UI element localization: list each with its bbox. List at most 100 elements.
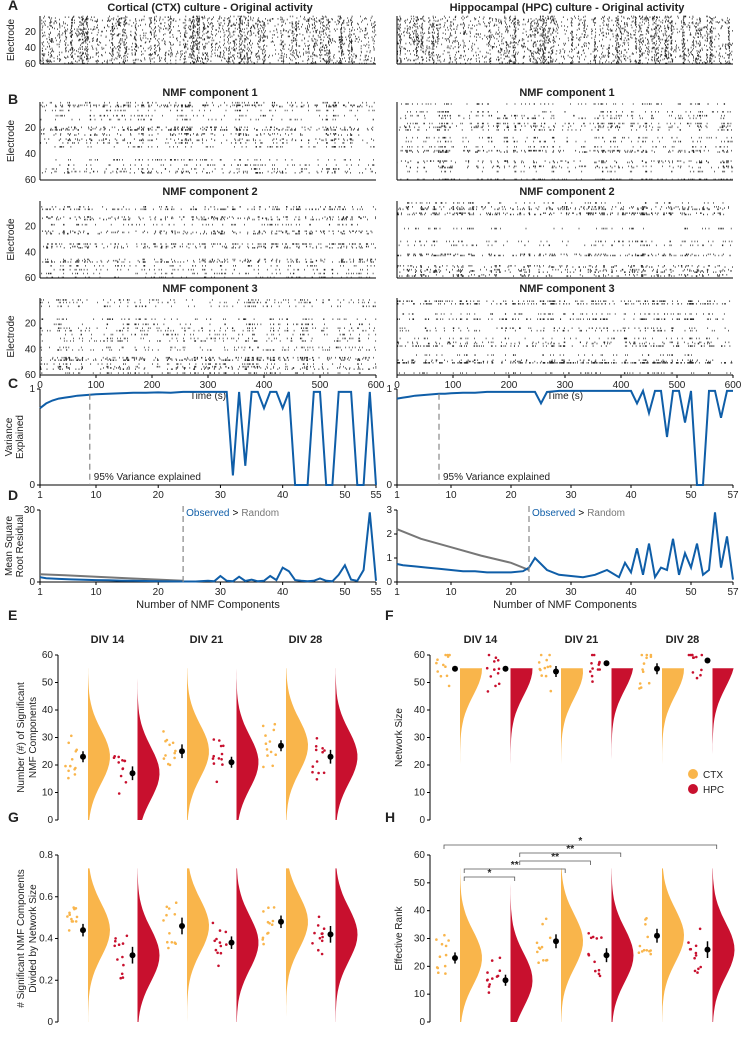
y-tick: 30 [414, 733, 426, 744]
raster-x-label: Time (s) [547, 391, 583, 402]
data-point [541, 922, 544, 926]
data-point [224, 930, 228, 934]
panel-letter-D: D [8, 487, 18, 503]
data-point [219, 951, 223, 955]
y-tick: 50 [42, 678, 54, 689]
raster-x-tick: 100 [445, 380, 462, 391]
ctx-nmf-title-2: NMF component 2 [162, 186, 257, 198]
data-point [597, 663, 601, 666]
data-point [173, 751, 176, 755]
data-point [600, 936, 603, 939]
raster-spikes [396, 300, 733, 374]
x-tick: 20 [153, 587, 165, 598]
threshold-label: 95% Variance explained [94, 472, 201, 483]
data-point [218, 929, 222, 932]
data-point [644, 923, 647, 926]
mean-marker [452, 665, 458, 672]
mean-marker [502, 977, 509, 984]
legend-observed: Observed [532, 508, 575, 519]
data-point [166, 940, 169, 944]
data-point [491, 977, 494, 980]
data-point [590, 662, 593, 665]
data-point [117, 792, 121, 795]
hpc-raster-2 [396, 201, 733, 279]
y-tick: 10 [414, 989, 426, 1000]
mean-marker [327, 753, 334, 760]
y-tick: 40 [414, 906, 426, 917]
data-point [70, 734, 73, 738]
data-point [70, 920, 74, 923]
violin [335, 668, 358, 820]
violin [236, 668, 259, 820]
data-point [165, 905, 169, 909]
random-line [396, 528, 530, 571]
legend-label: CTX [703, 770, 723, 781]
panel-letter-A: A [8, 0, 18, 13]
group-label: DIV 21 [565, 634, 599, 646]
data-point [594, 969, 597, 973]
data-point [435, 938, 438, 941]
raster-x-tick: 500 [312, 380, 329, 391]
raster-x-tick: 100 [88, 380, 105, 391]
data-point [164, 739, 167, 743]
raster-y-tick: 40 [25, 43, 37, 54]
y-tick: 0.8 [39, 850, 53, 861]
data-point [488, 983, 492, 986]
data-point [162, 757, 166, 760]
raster-y-tick: 20 [25, 222, 37, 233]
y-tick: 50 [414, 878, 426, 889]
data-point [444, 953, 448, 957]
data-point [211, 921, 215, 925]
data-point [443, 933, 446, 937]
data-point [168, 743, 171, 747]
data-point [174, 942, 177, 945]
data-point [543, 666, 547, 670]
x-tick: 40 [625, 587, 637, 598]
data-point [699, 673, 702, 677]
x-tick: 50 [685, 490, 697, 501]
data-point [644, 918, 647, 921]
violin [187, 668, 209, 820]
y-tick: 0 [29, 577, 35, 588]
mean-marker [553, 938, 559, 945]
data-point [311, 770, 314, 774]
data-point [121, 767, 125, 770]
data-point [164, 754, 167, 757]
raster-y-tick: 20 [25, 319, 37, 330]
random-line [39, 573, 184, 582]
raster-x-tick: 400 [613, 380, 630, 391]
data-point [689, 947, 693, 951]
data-point [225, 943, 228, 946]
data-point [699, 965, 702, 969]
data-point [687, 653, 691, 657]
data-point [217, 757, 221, 760]
data-point [693, 956, 696, 960]
data-point [120, 972, 124, 976]
y-tick: 0.6 [39, 892, 53, 903]
data-point [123, 759, 127, 763]
data-point [487, 991, 491, 994]
data-point [171, 741, 175, 745]
x-tick: 55 [370, 587, 382, 598]
data-point [316, 924, 320, 927]
raster-x-tick: 200 [501, 380, 518, 391]
observed-line [396, 512, 734, 580]
data-point [496, 672, 500, 675]
data-point [540, 945, 544, 949]
y-tick: 30 [414, 934, 426, 945]
y-tick: 20 [414, 760, 426, 771]
y-tick: 0 [386, 577, 392, 588]
mean-marker [327, 931, 334, 938]
panel-letter-C: C [8, 375, 18, 391]
data-point [498, 956, 502, 960]
raster-y-tick: 60 [25, 273, 37, 284]
violin [88, 668, 110, 820]
data-point [545, 658, 548, 662]
x-tick: 20 [505, 490, 517, 501]
mean-marker [80, 927, 86, 934]
data-point [221, 763, 224, 766]
violin [137, 668, 160, 820]
data-point [443, 964, 447, 968]
data-point [494, 684, 497, 688]
